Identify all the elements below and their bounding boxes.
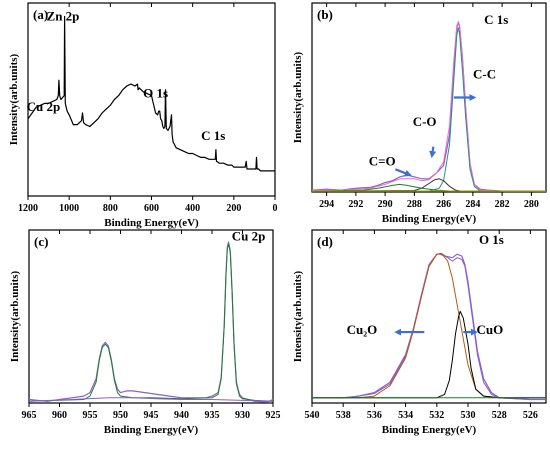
- x-tick-label: 955: [83, 410, 98, 421]
- plot-frame: [311, 229, 547, 404]
- x-tick-label: 532: [429, 410, 444, 421]
- x-tick-label: 965: [22, 410, 37, 421]
- peak-label: O 1s: [143, 86, 168, 101]
- x-tick-label: 800: [103, 203, 118, 214]
- peak-label: C 1s: [484, 12, 508, 27]
- x-tick-label: 600: [144, 203, 159, 214]
- x-tick-label: 280: [524, 199, 539, 210]
- annotation-arrow: [394, 168, 412, 177]
- series-line-c-c: [312, 27, 546, 192]
- series-line-experimental: [312, 253, 546, 401]
- panel-b: 294 292 290 288 286 284 282 280 Binding Energy(e…: [292, 2, 547, 225]
- peak-label: Cu 2p: [27, 99, 61, 114]
- panel-d: 540 538 536 534 532 530 528 526 Binding Energy(e…: [292, 229, 547, 436]
- series-group: [27, 15, 275, 172]
- x-axis-title: Binding Energy(eV): [382, 424, 477, 436]
- series-group: [312, 252, 546, 401]
- series-line-fit: [28, 243, 274, 402]
- series-line-experimental: [311, 21, 546, 192]
- panel-a: 1200 1000 800 600 400 200 0 Binding Energy(eV) I…: [8, 2, 278, 229]
- series-line-c-o: [311, 178, 546, 192]
- x-tick-label: 935: [205, 410, 220, 421]
- x-tick-label: 530: [461, 410, 476, 421]
- x-tick-label: 960: [52, 410, 67, 421]
- x-tick-label: 1000: [59, 203, 79, 214]
- peak-label: Cu₂O: [347, 322, 378, 337]
- x-tick-label: 950: [113, 410, 128, 421]
- x-tick-label: 288: [407, 199, 422, 210]
- x-tick-label: 282: [495, 199, 510, 210]
- series-line-survey: [27, 15, 275, 172]
- panel-letter: (d): [317, 234, 333, 249]
- panel-letter: (a): [33, 7, 48, 22]
- series-line-fit: [312, 21, 546, 192]
- x-tick-label: 534: [398, 410, 413, 421]
- y-axis-title: Intensity(arb.units): [8, 53, 20, 145]
- y-axis-title: Intensity(arb.units): [292, 51, 304, 143]
- x-tick-label: 538: [336, 410, 351, 421]
- x-tick-label: 290: [378, 199, 393, 210]
- x-tick-label: 0: [273, 203, 278, 214]
- x-tick-label: 528: [492, 410, 507, 421]
- x-tick-label: 284: [465, 199, 480, 210]
- x-tick-label: 540: [305, 410, 320, 421]
- peak-label: C 1s: [201, 128, 225, 143]
- series-line-background: [28, 397, 274, 402]
- x-tick-label: 925: [266, 410, 281, 421]
- panel-letter: (b): [317, 7, 333, 22]
- plot-frame: [311, 2, 547, 193]
- y-axis-title: Intensity(arb.units): [292, 270, 304, 362]
- x-tick-label: 930: [235, 410, 250, 421]
- x-tick-label: 400: [185, 203, 200, 214]
- x-tick-label: 200: [226, 203, 241, 214]
- x-tick-label: 526: [523, 410, 538, 421]
- x-tick-label: 286: [436, 199, 451, 210]
- peak-label: C=O: [369, 154, 396, 169]
- x-axis-title: Binding Energy(eV): [104, 217, 199, 229]
- x-axis-title: Binding Energy(eV): [104, 424, 199, 436]
- peak-label: C-C: [473, 67, 496, 82]
- peak-label: C-O: [413, 114, 437, 129]
- x-axis-title: Binding Energy(eV): [382, 213, 477, 225]
- x-tick-label: 940: [174, 410, 189, 421]
- x-tick-label: 536: [367, 410, 382, 421]
- y-axis-title: Intensity(arb.units): [9, 270, 21, 362]
- x-tick-label: 292: [348, 199, 363, 210]
- series-line-fit: [312, 252, 546, 400]
- series-group: [311, 21, 546, 192]
- annotation-arrow: [429, 146, 437, 159]
- x-tick-label: 945: [144, 410, 159, 421]
- series-group: [28, 241, 274, 403]
- panel-letter: (c): [34, 234, 48, 249]
- x-tick-label: 294: [319, 199, 334, 210]
- peak-label: CuO: [476, 322, 503, 337]
- peak-label: Zn 2p: [47, 8, 80, 23]
- peak-label: Cu 2p: [232, 228, 266, 243]
- peak-label: O 1s: [479, 232, 504, 247]
- panel-c: 965 960 955 950 945 940 935 930 925 Binding Energ…: [9, 228, 281, 436]
- x-tick-label: 1200: [18, 203, 38, 214]
- series-line-cuo: [312, 310, 546, 399]
